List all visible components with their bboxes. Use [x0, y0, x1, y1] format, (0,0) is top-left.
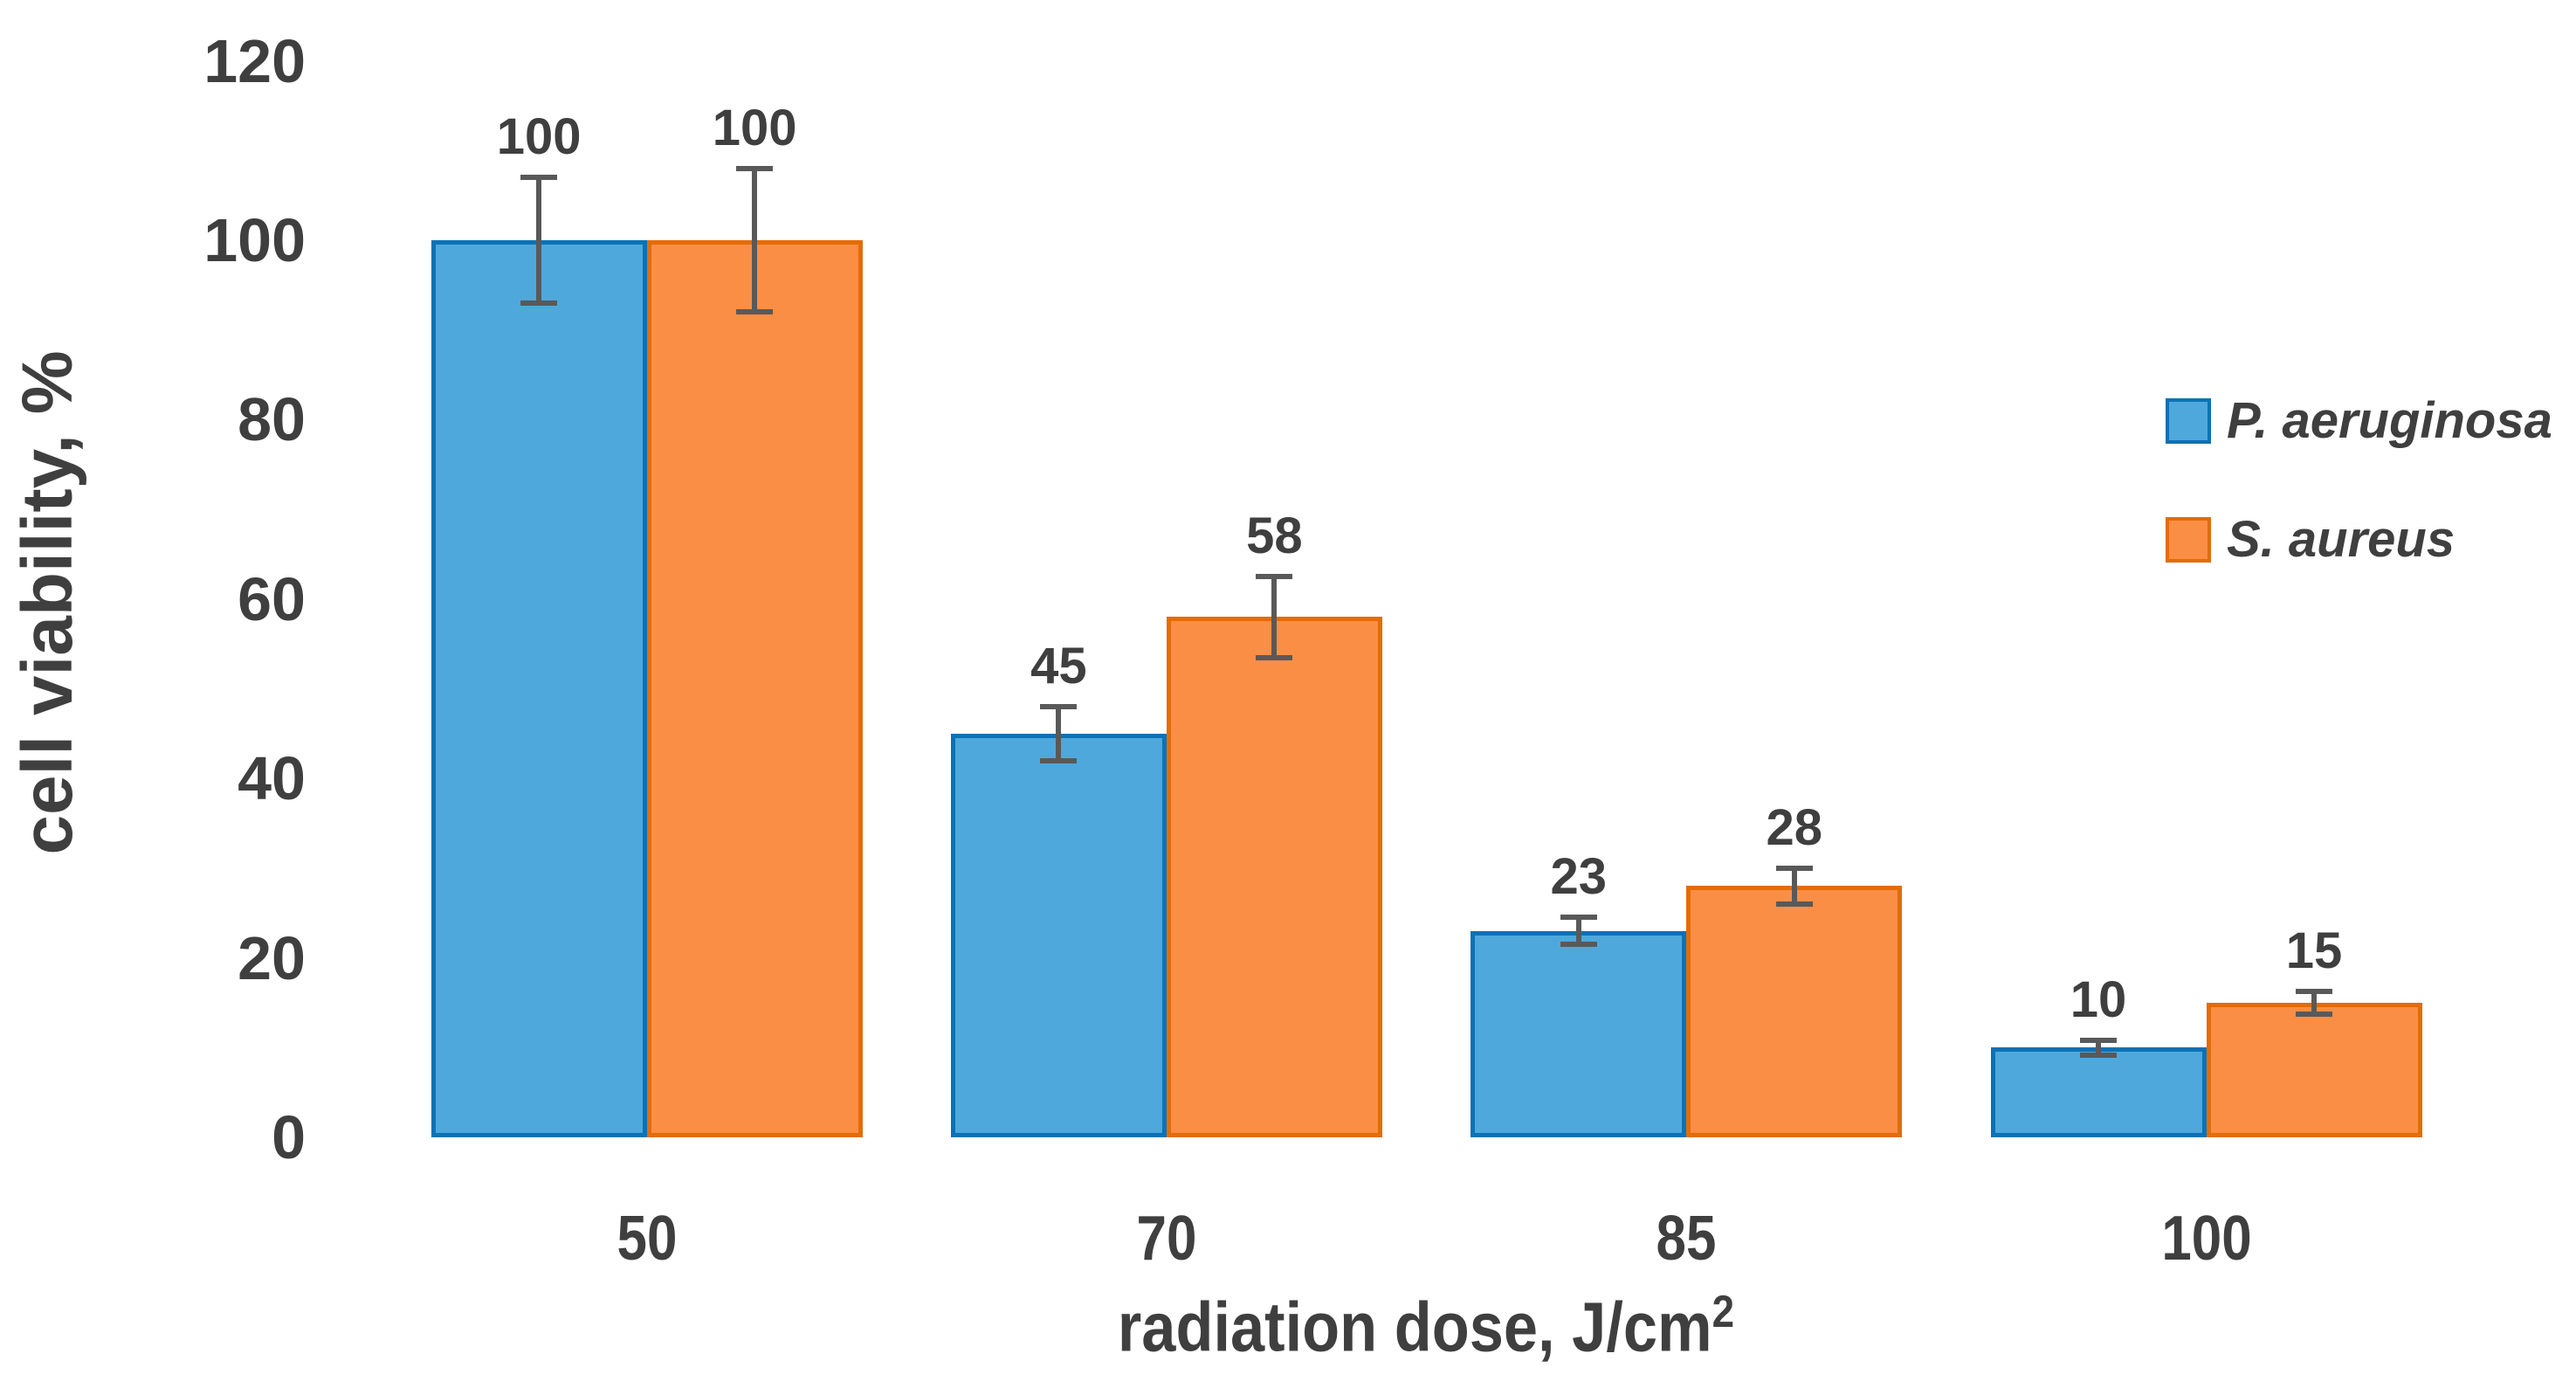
error-bar-cap — [2080, 1052, 2118, 1058]
bar-s-aureus — [1686, 886, 1903, 1137]
error-bar-line — [536, 177, 542, 303]
data-label: 15 — [2285, 922, 2343, 979]
bar-p-aeruginosa — [1990, 1047, 2207, 1137]
bar-s-aureus — [2206, 1002, 2422, 1137]
error-bar-cap — [1560, 915, 1597, 921]
error-bar-cap — [736, 165, 774, 171]
error-bar-cap — [1256, 654, 1293, 660]
error-bar-line — [2311, 991, 2318, 1015]
data-label: 100 — [496, 108, 582, 166]
error-bar-cap — [1775, 901, 1813, 907]
error-bar-cap — [520, 300, 558, 306]
error-bar-cap — [2080, 1038, 2118, 1044]
y-tick-label: 120 — [203, 26, 306, 95]
x-tick-label: 70 — [1136, 1204, 1197, 1274]
data-label: 100 — [712, 99, 797, 156]
y-tick-label: 100 — [203, 206, 306, 274]
bar-p-aeruginosa — [1471, 930, 1687, 1137]
x-axis-title: radiation dose, J/cm2 — [888, 1286, 1964, 1368]
legend-item-s-aureus: S. aureus — [2166, 510, 2455, 569]
x-axis-title-superscript: 2 — [1712, 1287, 1735, 1337]
data-label: 23 — [1550, 848, 1607, 906]
bar-p-aeruginosa — [950, 733, 1167, 1137]
bar-s-aureus — [1166, 617, 1382, 1137]
error-bar-line — [1575, 917, 1581, 945]
data-label: 45 — [1030, 638, 1087, 695]
legend-swatch-icon — [2166, 516, 2211, 563]
data-label: 58 — [1246, 508, 1303, 565]
error-bar-line — [1791, 867, 1797, 904]
error-bar-cap — [1560, 942, 1597, 948]
y-tick-label: 60 — [238, 564, 306, 633]
x-tick-label: 85 — [1656, 1204, 1717, 1274]
error-bar-cap — [1040, 704, 1078, 710]
legend-label: P. aeruginosa — [2227, 392, 2552, 449]
error-bar-cap — [520, 175, 558, 181]
y-tick-label: 20 — [238, 923, 306, 992]
legend-item-p-aeruginosa: P. aeruginosa — [2166, 391, 2552, 450]
error-bar-line — [752, 168, 758, 313]
y-tick-label: 80 — [238, 385, 306, 454]
error-bar-cap — [2296, 1012, 2333, 1018]
y-tick-label: 40 — [238, 744, 306, 813]
error-bar-cap — [736, 309, 774, 315]
legend-swatch-icon — [2166, 397, 2211, 444]
error-bar-cap — [1775, 865, 1813, 871]
legend-label: S. aureus — [2227, 511, 2455, 568]
error-bar-cap — [1256, 574, 1293, 580]
error-bar-cap — [1040, 757, 1078, 763]
data-label: 10 — [2070, 971, 2127, 1029]
x-tick-label: 100 — [2160, 1204, 2252, 1274]
error-bar-line — [1056, 707, 1062, 761]
bar-s-aureus — [646, 240, 863, 1137]
x-axis-title-text: radiation dose, J/cm — [1117, 1288, 1712, 1366]
y-tick-label: 0 — [272, 1103, 306, 1171]
bar-p-aeruginosa — [430, 240, 647, 1137]
x-tick-label: 50 — [616, 1204, 678, 1274]
y-axis-title: cell viability, % — [8, 350, 87, 855]
error-bar-line — [1271, 577, 1278, 658]
error-bar-line — [2096, 1040, 2102, 1055]
data-label: 28 — [1766, 798, 1822, 856]
error-bar-cap — [2296, 988, 2333, 994]
